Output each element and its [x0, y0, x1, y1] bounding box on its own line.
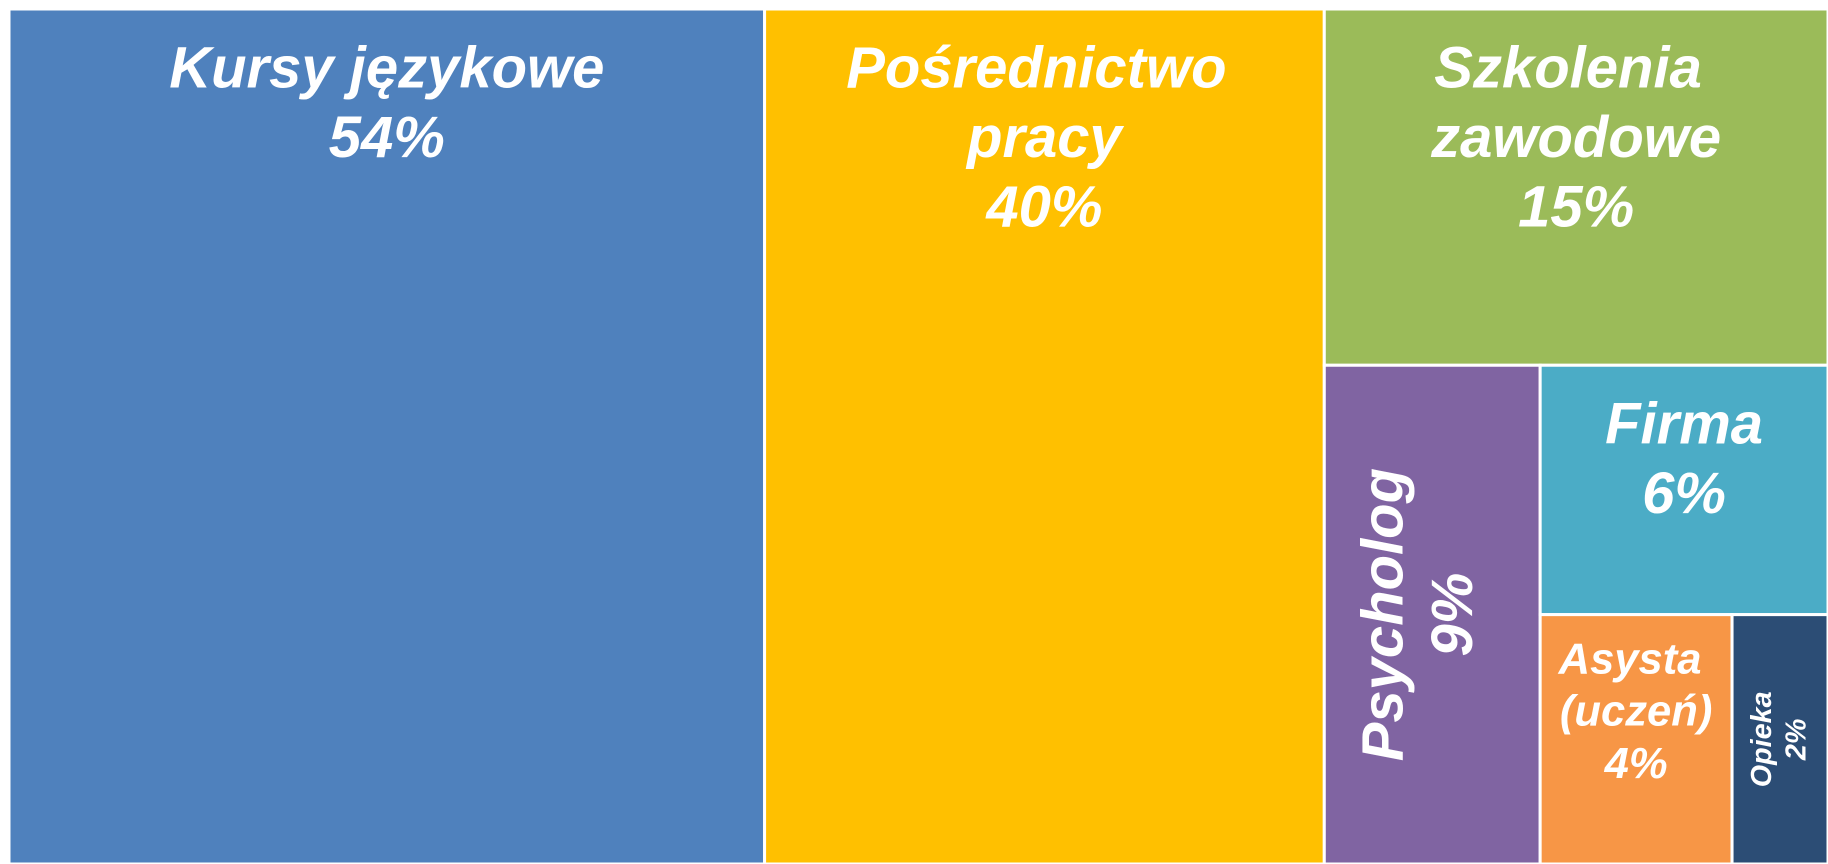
tile	[7, 7, 767, 864]
tile	[1538, 613, 1734, 864]
tile-label: Opieka 2%	[1746, 691, 1813, 787]
tile-value-label: 2%	[1780, 719, 1812, 762]
tile-name: Psycholog	[1351, 468, 1416, 761]
tile	[1322, 363, 1542, 864]
tile	[1322, 7, 1828, 367]
tile-name: Asysta (uczeń)	[1558, 635, 1714, 735]
tile-name: Opieka	[1746, 691, 1778, 787]
tile-value-label: 40%	[985, 175, 1102, 240]
tile	[763, 7, 1326, 864]
tile-value-label: 4%	[1604, 740, 1668, 788]
tile	[1730, 613, 1828, 864]
tile-name: Szkolenia zawodowe	[1430, 35, 1721, 170]
tile-name: Firma	[1605, 392, 1763, 457]
tile-label: Asysta (uczeń) 4%	[1558, 635, 1714, 788]
tile-value-label: 9%	[1420, 573, 1485, 657]
tile-value-label: 6%	[1642, 461, 1726, 526]
tile-value-label: 15%	[1518, 175, 1634, 240]
tile-name: Kursy językowe	[169, 35, 604, 100]
tile-name: Pośrednictwo pracy	[846, 35, 1242, 170]
tile-value-label: 54%	[329, 105, 445, 170]
tile-label: Psycholog 9%	[1351, 468, 1486, 761]
